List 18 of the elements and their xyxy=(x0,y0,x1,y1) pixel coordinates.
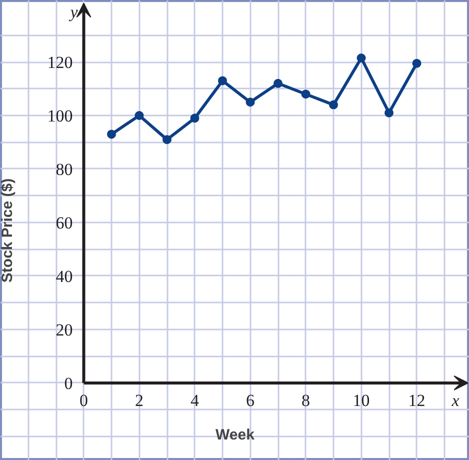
x-tick-label: 4 xyxy=(190,390,200,410)
y-tick-label: 80 xyxy=(56,160,73,179)
y-tick-label: 100 xyxy=(47,106,73,126)
x-tick-label: 10 xyxy=(352,390,370,410)
x-axis-title: Week xyxy=(216,426,256,444)
y-tick-label: 60 xyxy=(56,213,73,232)
x-tick-label: 0 xyxy=(80,390,88,410)
annotation: y xyxy=(68,2,78,22)
x-tick-label: 6 xyxy=(246,390,255,410)
annotation: x xyxy=(450,390,460,410)
y-tick-label: 0 xyxy=(64,374,73,393)
y-tick-label: 40 xyxy=(56,266,73,286)
x-tick-label: 12 xyxy=(408,390,426,410)
y-tick-label: 20 xyxy=(56,320,73,340)
y-tick-label: 120 xyxy=(47,53,73,72)
y-axis-title: Stock Price ($) xyxy=(0,178,16,283)
x-tick-label: 8 xyxy=(302,390,310,410)
x-tick-label: 2 xyxy=(135,390,144,410)
